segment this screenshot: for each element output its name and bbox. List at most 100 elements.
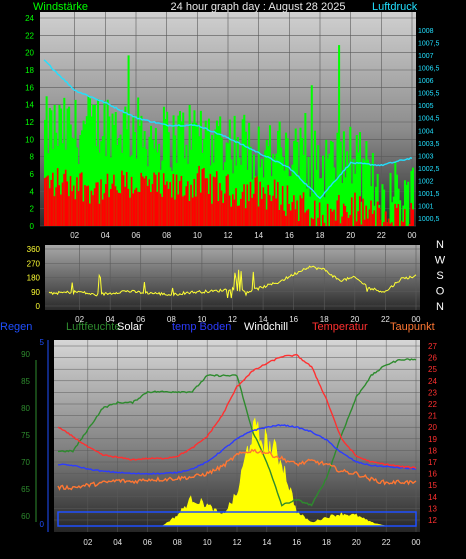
gust-bar xyxy=(191,197,194,226)
wind-bar xyxy=(248,122,251,226)
bottom-x-tick: 08 xyxy=(173,538,182,547)
wind-bar xyxy=(283,170,286,226)
gust-bar xyxy=(273,179,276,226)
gust-bar xyxy=(232,194,235,226)
gust-bar xyxy=(313,200,317,226)
wind-bar xyxy=(114,112,117,226)
gust-bar xyxy=(108,197,111,226)
gust-bar xyxy=(151,183,154,226)
wind-bar xyxy=(103,101,106,226)
bottom-right-tick: 14 xyxy=(428,493,437,502)
wind-bar xyxy=(140,115,143,226)
gust-bar xyxy=(235,188,238,226)
gust-bar xyxy=(159,193,162,226)
bottom-x-tick: 18 xyxy=(322,538,331,547)
mid-x-tick: 16 xyxy=(289,315,298,324)
bottom-left-tick: 85 xyxy=(21,377,30,386)
wind-bar xyxy=(236,137,239,226)
gust-bar xyxy=(190,184,193,226)
wind-bar xyxy=(185,144,188,226)
gust-bar xyxy=(199,192,202,226)
gust-bar xyxy=(106,173,109,226)
wind-bar xyxy=(69,124,72,226)
gust-bar xyxy=(105,184,108,226)
wind-bar xyxy=(138,125,141,226)
gust-bar xyxy=(371,213,374,226)
wind-bar xyxy=(93,104,96,226)
mid-x-tick: 14 xyxy=(259,315,268,324)
mid-y-tick: 0 xyxy=(36,302,41,311)
gust-bar xyxy=(74,199,77,226)
gust-bar xyxy=(270,201,273,226)
wind-bar xyxy=(97,99,100,226)
gust-bar xyxy=(121,170,124,226)
top-left-tick: 14 xyxy=(25,101,34,110)
gust-bar xyxy=(44,178,47,226)
gust-bar xyxy=(182,196,185,226)
gust-bar xyxy=(219,183,222,226)
rain-line xyxy=(57,511,417,527)
bottom-x-tick: 06 xyxy=(143,538,152,547)
gust-bar xyxy=(334,220,337,226)
humidity-line xyxy=(58,358,417,507)
bottom-left-tick: 80 xyxy=(21,404,30,413)
top-right-tick: 1000,5 xyxy=(418,216,440,223)
gust-bar xyxy=(350,197,353,226)
gust-bar xyxy=(88,203,92,226)
gust-bar xyxy=(145,175,148,226)
top-right-tick: 1003,5 xyxy=(418,141,440,148)
wind-bar xyxy=(395,174,398,226)
wind-bar xyxy=(392,196,395,226)
gust-bar xyxy=(296,200,299,226)
gust-bar xyxy=(342,203,345,226)
top-x-tick: 04 xyxy=(101,231,110,240)
wind-bar xyxy=(347,163,350,226)
pressure-line xyxy=(43,59,413,200)
wind-bar xyxy=(90,116,93,226)
gust-bar xyxy=(50,179,53,226)
gust-bar xyxy=(146,185,149,226)
wind-bar xyxy=(101,136,104,226)
gust-bar xyxy=(330,208,333,226)
gust-bar xyxy=(66,181,69,226)
wind-bar xyxy=(318,178,321,226)
gust-bar xyxy=(363,219,366,226)
gust-bar xyxy=(109,189,112,226)
wind-bar xyxy=(383,189,386,226)
gust-bar xyxy=(341,216,344,226)
gust-bar xyxy=(124,186,127,226)
gust-bar xyxy=(215,171,218,226)
top-right-tick: 1007 xyxy=(418,53,434,60)
gust-bar xyxy=(162,173,165,226)
gust-bar xyxy=(116,190,119,226)
wind-bar xyxy=(286,138,289,226)
gust-bar xyxy=(122,175,125,226)
gust-bar xyxy=(79,173,82,226)
wind-bar xyxy=(82,120,85,226)
mid-x-tick: 20 xyxy=(350,315,359,324)
wind-bar xyxy=(412,167,415,226)
wind-bar xyxy=(367,159,370,226)
wind-bar xyxy=(299,127,302,226)
gust-bar xyxy=(241,191,244,226)
wind-bar xyxy=(323,197,326,226)
compass-label: W xyxy=(435,255,446,267)
dewpoint-line xyxy=(57,448,417,491)
wind-bar xyxy=(151,139,154,226)
wind-bar xyxy=(220,137,223,226)
gust-bar xyxy=(207,193,210,226)
mid-x-tick: 06 xyxy=(136,315,145,324)
top-x-tick: 16 xyxy=(285,231,294,240)
wind-bar xyxy=(313,130,317,226)
wind-bar xyxy=(268,125,272,226)
bottom-right-tick: 21 xyxy=(428,412,437,421)
top-right-tick: 1002 xyxy=(418,178,434,185)
wind-bar xyxy=(297,175,300,226)
gust-bar xyxy=(267,184,270,226)
wind-bar xyxy=(180,121,183,226)
bottom-left-tick: 60 xyxy=(21,512,30,521)
top-right-tick: 1008 xyxy=(418,28,434,35)
gust-bar xyxy=(310,217,313,226)
wind-bar xyxy=(98,152,101,226)
wind-bar xyxy=(317,145,320,226)
